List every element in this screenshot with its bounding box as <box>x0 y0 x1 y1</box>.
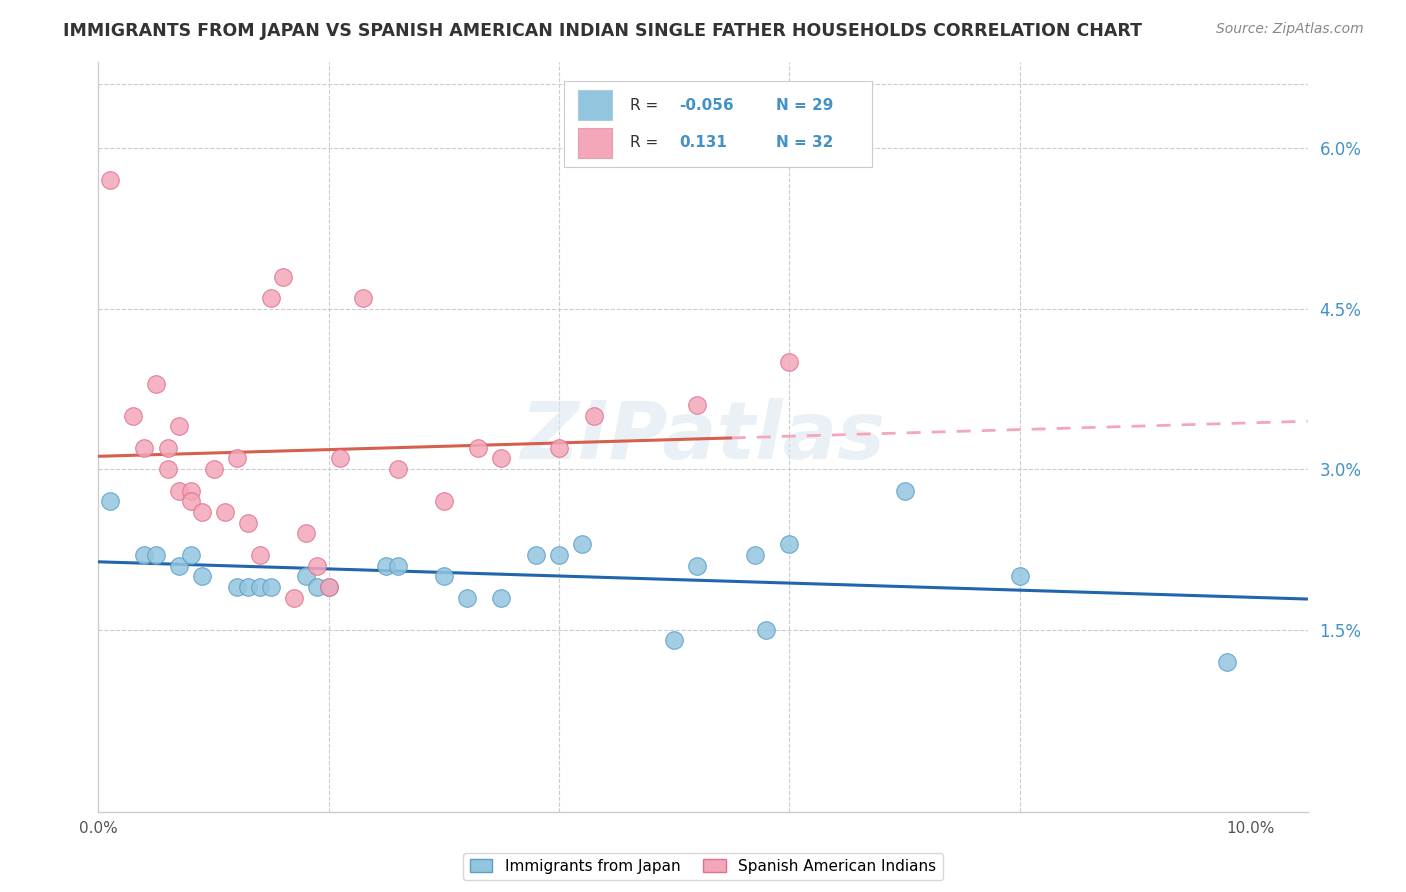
Point <box>167 419 190 434</box>
Point <box>225 580 247 594</box>
Point <box>433 494 456 508</box>
Point <box>778 355 800 369</box>
Point <box>249 548 271 562</box>
Point <box>387 558 409 573</box>
Point <box>294 526 316 541</box>
Text: N = 32: N = 32 <box>776 135 832 150</box>
Legend: Immigrants from Japan, Spanish American Indians: Immigrants from Japan, Spanish American … <box>464 853 942 880</box>
Point <box>271 269 294 284</box>
Point <box>156 441 179 455</box>
Point <box>524 548 547 562</box>
Point <box>893 483 915 498</box>
Point <box>122 409 145 423</box>
Point <box>352 291 374 305</box>
Point <box>664 633 686 648</box>
Point <box>260 291 283 305</box>
Point <box>167 483 190 498</box>
Point <box>307 558 329 573</box>
Point <box>180 548 202 562</box>
Point <box>202 462 225 476</box>
Text: N = 29: N = 29 <box>776 97 832 112</box>
Point <box>145 548 167 562</box>
Point <box>433 569 456 583</box>
Point <box>686 558 709 573</box>
Point <box>180 494 202 508</box>
Point <box>167 558 190 573</box>
Point <box>98 494 121 508</box>
Point <box>491 591 513 605</box>
Point <box>236 580 259 594</box>
Point <box>134 441 156 455</box>
Text: ZIPatlas: ZIPatlas <box>520 398 886 476</box>
Point <box>778 537 800 551</box>
FancyBboxPatch shape <box>578 90 613 120</box>
Point <box>467 441 489 455</box>
Point <box>548 548 571 562</box>
Point <box>1216 655 1239 669</box>
Point <box>491 451 513 466</box>
Point <box>755 623 778 637</box>
Point <box>191 569 214 583</box>
Y-axis label: Single Father Households: Single Father Households <box>0 340 7 534</box>
Text: -0.056: -0.056 <box>679 97 734 112</box>
Point <box>329 451 352 466</box>
Text: Source: ZipAtlas.com: Source: ZipAtlas.com <box>1216 22 1364 37</box>
Point <box>214 505 236 519</box>
Point <box>571 537 593 551</box>
Point <box>318 580 340 594</box>
Text: IMMIGRANTS FROM JAPAN VS SPANISH AMERICAN INDIAN SINGLE FATHER HOUSEHOLDS CORREL: IMMIGRANTS FROM JAPAN VS SPANISH AMERICA… <box>63 22 1142 40</box>
Text: R =: R = <box>630 97 658 112</box>
Point <box>294 569 316 583</box>
Point <box>582 409 605 423</box>
Point <box>191 505 214 519</box>
Point <box>134 548 156 562</box>
Point <box>283 591 305 605</box>
Point <box>180 483 202 498</box>
Point <box>156 462 179 476</box>
Point <box>249 580 271 594</box>
Point <box>375 558 398 573</box>
Point <box>98 173 121 187</box>
Point <box>318 580 340 594</box>
FancyBboxPatch shape <box>564 81 872 168</box>
Text: 0.131: 0.131 <box>679 135 727 150</box>
Point <box>548 441 571 455</box>
Text: R =: R = <box>630 135 658 150</box>
Point <box>387 462 409 476</box>
FancyBboxPatch shape <box>578 128 613 158</box>
Point <box>1008 569 1031 583</box>
Point <box>456 591 478 605</box>
Point <box>307 580 329 594</box>
Point <box>225 451 247 466</box>
Point <box>260 580 283 594</box>
Point <box>686 398 709 412</box>
Point <box>236 516 259 530</box>
Point <box>744 548 766 562</box>
Point <box>145 376 167 391</box>
